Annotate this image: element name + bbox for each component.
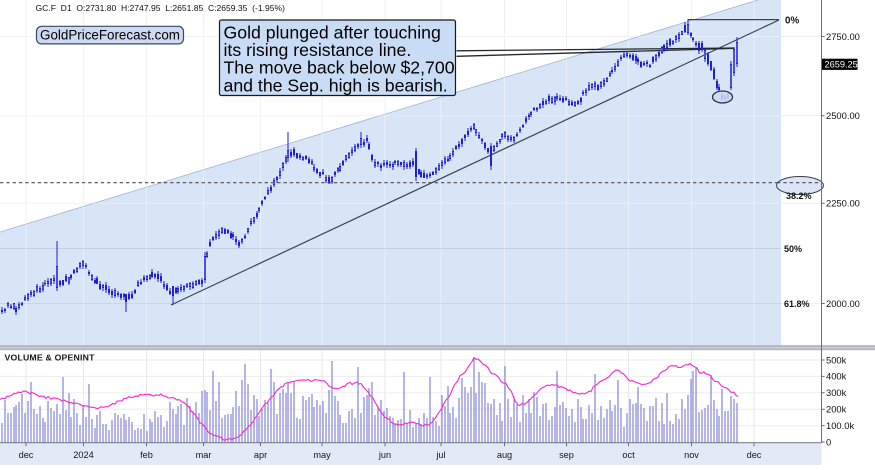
svg-text:500k: 500k	[826, 354, 847, 365]
svg-text:2250.00: 2250.00	[826, 198, 860, 209]
svg-text:and the Sep. high is bearish.: and the Sep. high is bearish.	[224, 75, 448, 95]
svg-text:feb: feb	[140, 450, 153, 460]
svg-text:400k: 400k	[826, 371, 847, 382]
svg-text:2659.25: 2659.25	[825, 60, 858, 70]
svg-text:2024: 2024	[73, 450, 93, 460]
svg-text:50%: 50%	[784, 244, 802, 254]
svg-text:GC.F D1 O:2731.80 H:2747.95: GC.F D1 O:2731.80 H:2747.95 L:2651.85 C:…	[36, 3, 286, 13]
svg-text:may: may	[313, 450, 331, 460]
svg-text:2500.00: 2500.00	[826, 110, 860, 121]
svg-text:0%: 0%	[785, 16, 799, 27]
svg-text:VOLUME & OPENINT: VOLUME & OPENINT	[5, 353, 96, 363]
svg-text:jun: jun	[378, 450, 391, 460]
svg-text:aug: aug	[497, 450, 512, 460]
svg-text:38.2%: 38.2%	[786, 191, 812, 201]
svg-text:61.8%: 61.8%	[784, 299, 810, 309]
svg-text:its rising resistance line.: its rising resistance line.	[224, 40, 412, 60]
svg-text:The move back below $2,700: The move back below $2,700	[224, 58, 455, 78]
svg-text:nov: nov	[684, 450, 699, 460]
svg-text:100.0k: 100.0k	[826, 420, 854, 431]
svg-text:oct: oct	[622, 450, 635, 460]
svg-text:200k: 200k	[826, 404, 847, 415]
svg-text:dec: dec	[19, 450, 34, 460]
svg-text:apr: apr	[254, 450, 267, 460]
svg-text:sep: sep	[559, 450, 574, 460]
svg-text:mar: mar	[196, 450, 212, 460]
svg-text:0: 0	[826, 436, 831, 447]
svg-text:300k: 300k	[826, 387, 847, 398]
svg-text:2000.00: 2000.00	[826, 298, 860, 309]
svg-text:GoldPriceForecast.com: GoldPriceForecast.com	[40, 27, 180, 42]
svg-text:2750.00: 2750.00	[826, 31, 860, 42]
svg-text:dec: dec	[747, 450, 762, 460]
svg-text:jul: jul	[435, 450, 445, 460]
svg-text:Gold plunged after touching: Gold plunged after touching	[224, 22, 441, 42]
